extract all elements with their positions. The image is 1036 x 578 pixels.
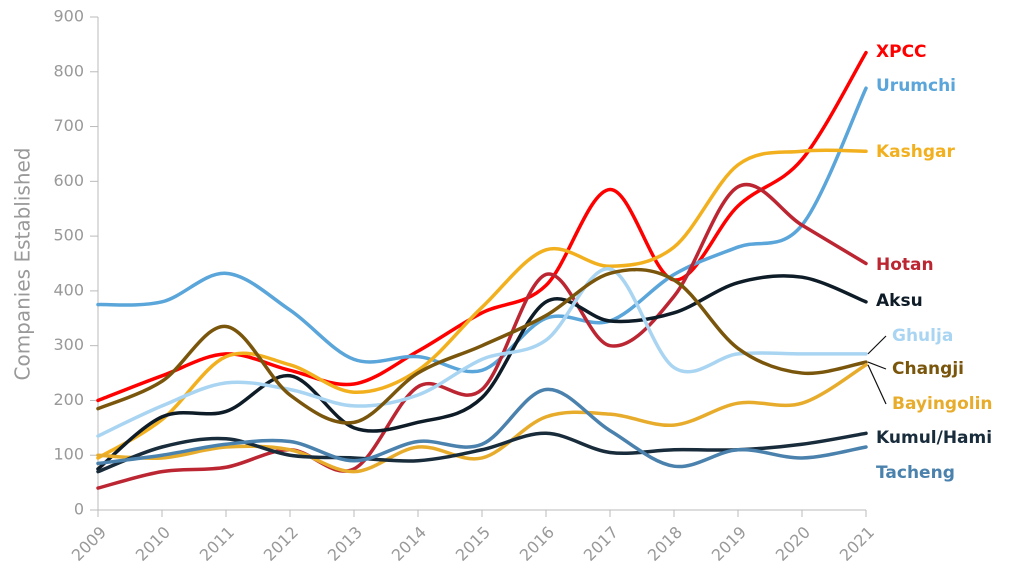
legend-label: Aksu — [876, 291, 923, 311]
x-tick-label: 2016 — [516, 523, 558, 565]
series-line — [96, 148, 868, 460]
legend-label: Bayingolin — [892, 394, 993, 414]
series-line — [96, 267, 868, 425]
x-tick-label: 2011 — [196, 523, 238, 565]
y-tick-label: 0 — [74, 500, 84, 519]
x-tick-label: 2010 — [132, 523, 174, 565]
y-tick-label: 100 — [53, 445, 84, 464]
legend-label: Urumchi — [876, 76, 956, 96]
x-tick-label: 2015 — [452, 523, 494, 565]
legend-label: Kumul/Hami — [876, 428, 992, 448]
series-line — [96, 182, 868, 490]
leader-line — [867, 335, 887, 355]
y-tick-label: 900 — [53, 7, 84, 26]
legend-label: Changji — [892, 359, 964, 379]
series-line — [96, 86, 868, 374]
x-tick-label: 2021 — [836, 523, 878, 565]
x-tick-label: 2014 — [388, 523, 430, 565]
y-axis-label: Companies Established — [11, 147, 35, 380]
series-line — [96, 274, 868, 471]
x-tick-label: 2009 — [68, 523, 110, 565]
y-tick-label: 800 — [53, 61, 84, 80]
series-line — [96, 363, 868, 474]
legend-label: Hotan — [876, 255, 934, 275]
legend-label: Tacheng — [876, 463, 955, 483]
series-line — [96, 50, 868, 403]
x-tick-label: 2020 — [772, 523, 814, 565]
x-tick-label: 2017 — [580, 523, 622, 565]
y-tick-label: 500 — [53, 226, 84, 245]
y-tick-label: 200 — [53, 390, 84, 409]
legend-label: Kashgar — [876, 142, 956, 162]
y-tick-label: 300 — [53, 335, 84, 354]
x-tick-label: 2018 — [644, 523, 686, 565]
legend-label: Ghulja — [892, 326, 953, 346]
x-tick-label: 2012 — [260, 523, 302, 565]
y-tick-label: 700 — [53, 116, 84, 135]
leader-line — [867, 364, 887, 405]
x-tick-label: 2013 — [324, 523, 366, 565]
series-line — [96, 431, 868, 474]
y-tick-label: 600 — [53, 171, 84, 190]
leader-line — [867, 361, 887, 370]
y-tick-label: 400 — [53, 280, 84, 299]
x-tick-label: 2019 — [708, 523, 750, 565]
series-line — [96, 387, 868, 469]
legend-label: XPCC — [876, 42, 927, 62]
series-line — [96, 267, 868, 438]
